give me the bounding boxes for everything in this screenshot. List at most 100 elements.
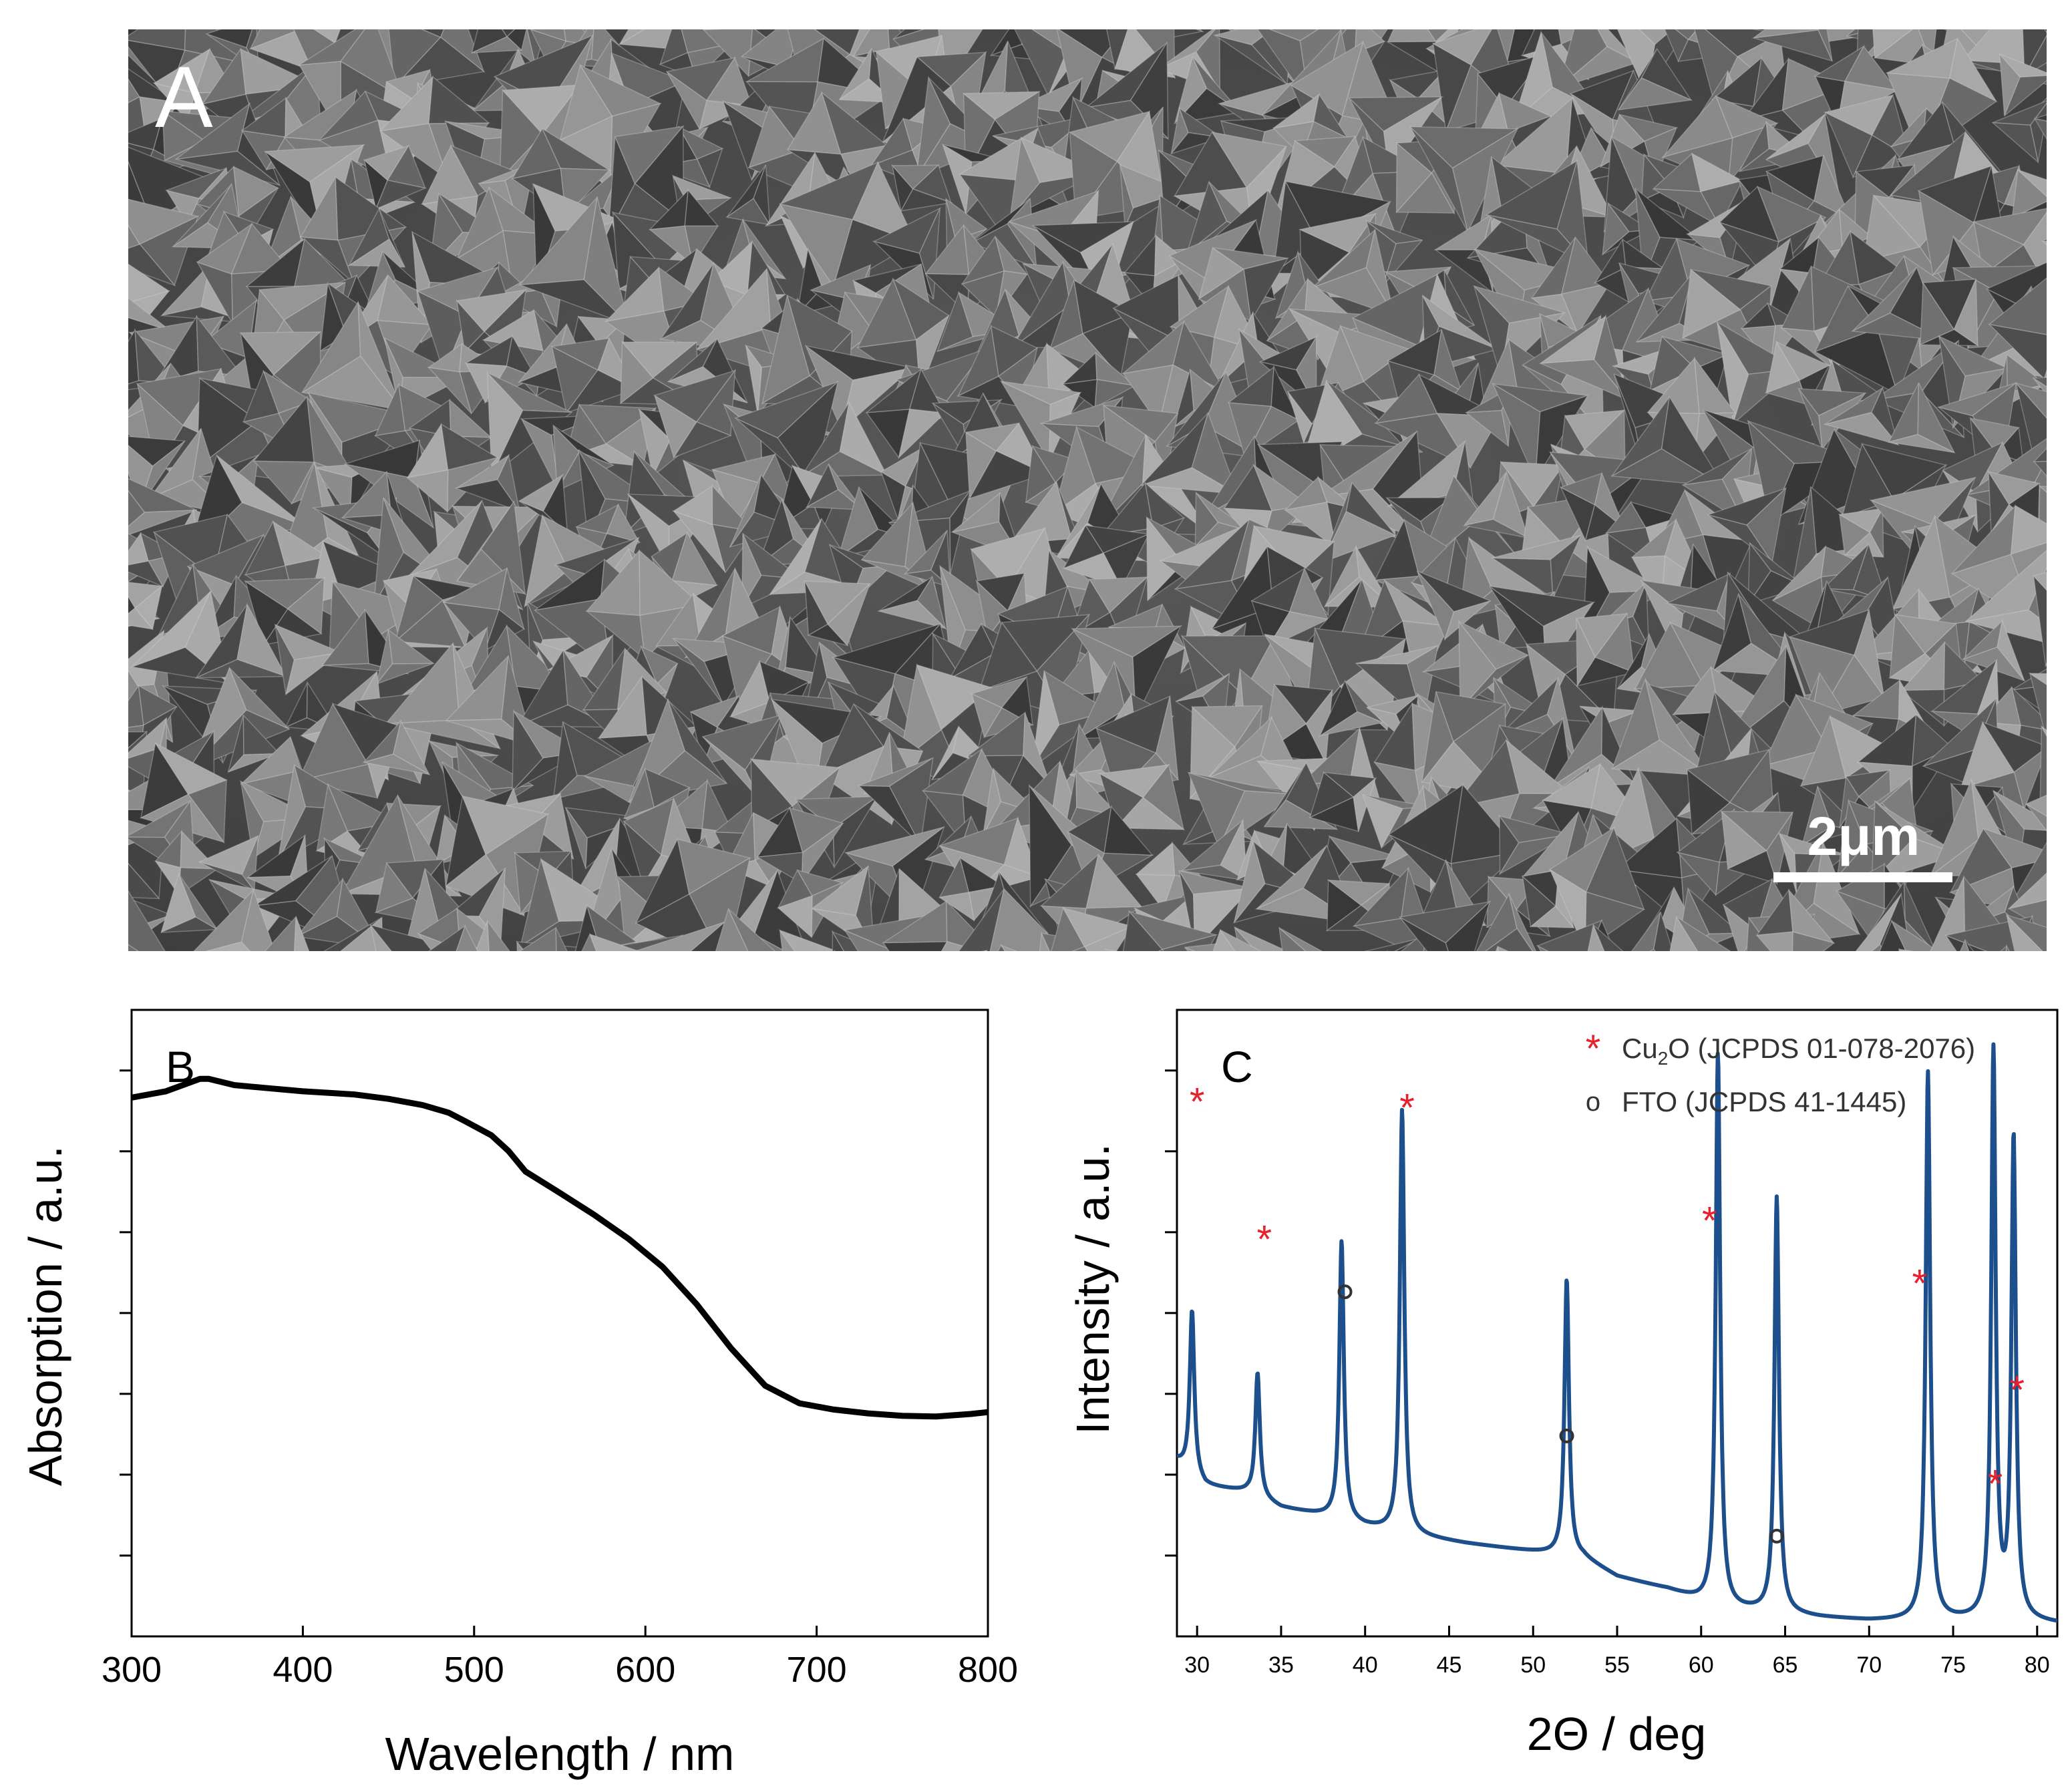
crystal-facet [957,324,999,397]
xrd-x-tick-label: 30 [1184,1652,1210,1678]
crystal-facet [756,498,794,568]
crystal-facet [90,965,141,1014]
crystal-facet [1871,943,1885,951]
crystal-facet [299,175,339,241]
crystal-facet [41,186,112,249]
crystal-facet [1258,335,1318,371]
crystal-facet [128,378,135,385]
crystal-facet [687,958,734,995]
crystal-facet [619,29,646,45]
crystal-facet [1359,985,1444,1003]
crystal-facet [1869,967,1914,1005]
crystal-facet [316,782,349,852]
xrd-x-tick-label: 55 [1604,1652,1630,1678]
crystal-facet [1327,879,1391,906]
crystal-facet [948,622,997,681]
crystal-facet [440,29,486,73]
fto-peak-marker [1337,1284,1353,1300]
crystal-facet [1099,0,1174,23]
crystal-facet [52,27,122,88]
crystal-facet [1903,881,1936,951]
crystal-facet [1083,925,1134,951]
crystal-facet [1284,502,1337,550]
crystal-facet [1818,29,1833,61]
crystal-facet [69,117,117,168]
crystal-facet [1540,359,1628,401]
crystal-facet [187,779,227,844]
crystal-facet [1956,0,2006,8]
crystal-facet [1879,919,1907,951]
crystal-facet [735,961,783,1009]
crystal-facet [1452,739,1520,809]
crystal-facet [1558,0,1627,21]
crystal-facet [989,956,1069,1023]
crystal-facet [690,920,726,951]
crystal-facet [798,957,839,1015]
crystal-facet [1661,29,1663,30]
crystal-facet [98,0,126,88]
crystal-facet [248,0,279,23]
crystal-facet [1374,518,1420,581]
crystal-facet [445,654,509,721]
xrd-x-tick-label: 60 [1689,1652,1714,1678]
crystal-facet [623,797,675,856]
crystal-facet [377,274,434,326]
crystal-facet [1039,931,1051,951]
crystal-facet [1868,29,1877,35]
crystal-facet [128,862,160,900]
crystal-facet [2049,0,2072,62]
crystal-facet [1417,570,1492,612]
crystal-facet [1054,0,1150,7]
crystal-facet [1445,900,1491,951]
crystal-facet [1228,401,1272,459]
crystal-facet [2067,559,2072,631]
crystal-facet [1544,0,1590,5]
crystal-facet [779,0,792,17]
crystal-facet [116,978,170,1011]
crystal-facet [1409,126,1469,232]
crystal-facet [1848,966,1911,1015]
crystal-facet [1959,938,1970,951]
cu2o-peak-marker: * [1988,1463,2003,1506]
crystal-facet [840,367,914,431]
crystal-facet [911,0,979,3]
xrd-x-tick-label: 70 [1856,1652,1882,1678]
crystal-facet [2029,672,2047,742]
crystal-facet [839,401,888,476]
crystal-facet [49,538,81,647]
crystal-facet [1250,567,1306,612]
crystal-facet [971,198,1031,244]
xrd-x-tick-label: 50 [1520,1652,1546,1678]
crystal-facet [1445,0,1522,5]
crystal-facet [552,425,614,466]
crystal-facet [1387,29,1437,43]
absorption-x-axis-title: Wavelength / nm [385,1728,735,1780]
crystal-facet [2051,192,2072,240]
crystal-facet [1066,959,1136,1000]
crystal-facet [178,873,218,930]
crystal-facet [506,29,527,51]
crystal-facet [1747,541,1772,606]
sem-micrograph-panel: A 2μm [41,0,2072,1023]
crystal-facet [65,252,99,317]
crystal-facet [1119,164,1185,209]
crystal-facet [406,469,449,513]
crystal-facet [415,0,448,15]
crystal-facet [866,408,910,459]
crystal-facet [832,955,890,989]
crystal-facet [1871,386,1899,445]
crystal-facet [997,944,1006,951]
crystal-facet [1023,712,1051,786]
crystal-facet [1894,614,1958,655]
legend-fto-marker: o [1586,1087,1600,1117]
crystal-facet [1025,444,1057,504]
crystal-facet [2025,794,2047,817]
crystal-facet [606,0,683,16]
crystal-facet [75,783,97,838]
crystal-facet [1190,0,1271,7]
crystal-facet [1661,29,1662,31]
crystal-facet [1592,924,1624,951]
xrd-x-axis-title: 2Θ / deg [1527,1708,1707,1760]
crystal-facet [1212,928,1236,951]
crystal-facet [844,826,944,867]
